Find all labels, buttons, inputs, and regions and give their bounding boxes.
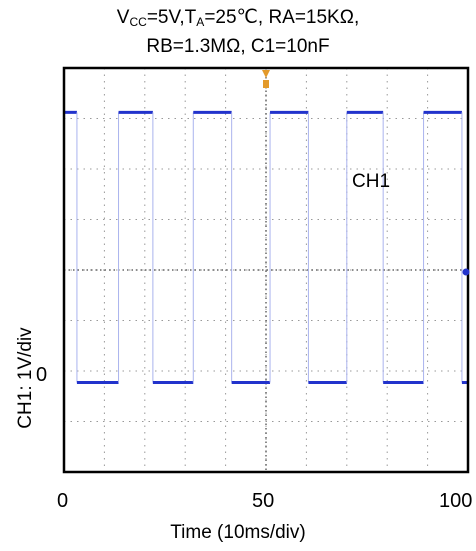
x-tick-label-50: 50 bbox=[252, 490, 275, 512]
trace-label-ch1: CH1 bbox=[352, 171, 391, 192]
x-tick-label-100: 100 bbox=[439, 490, 473, 512]
x-axis-label: Time (10ms/div) bbox=[170, 522, 306, 543]
y-axis-label: CH1: 1V/div bbox=[15, 327, 36, 429]
trigger-position-marker-base bbox=[263, 80, 269, 88]
ground-zero-label: 0 bbox=[36, 364, 48, 386]
trigger-level-marker bbox=[462, 268, 470, 276]
chart-title-line-2: RB=1.3MΩ, C1=10nF bbox=[146, 36, 330, 57]
chart-title-line-1: VCC=5V,TA=25℃, RA=15KΩ, bbox=[116, 7, 360, 29]
trigger-position-marker bbox=[262, 70, 270, 78]
x-tick-label-0: 0 bbox=[57, 490, 69, 512]
